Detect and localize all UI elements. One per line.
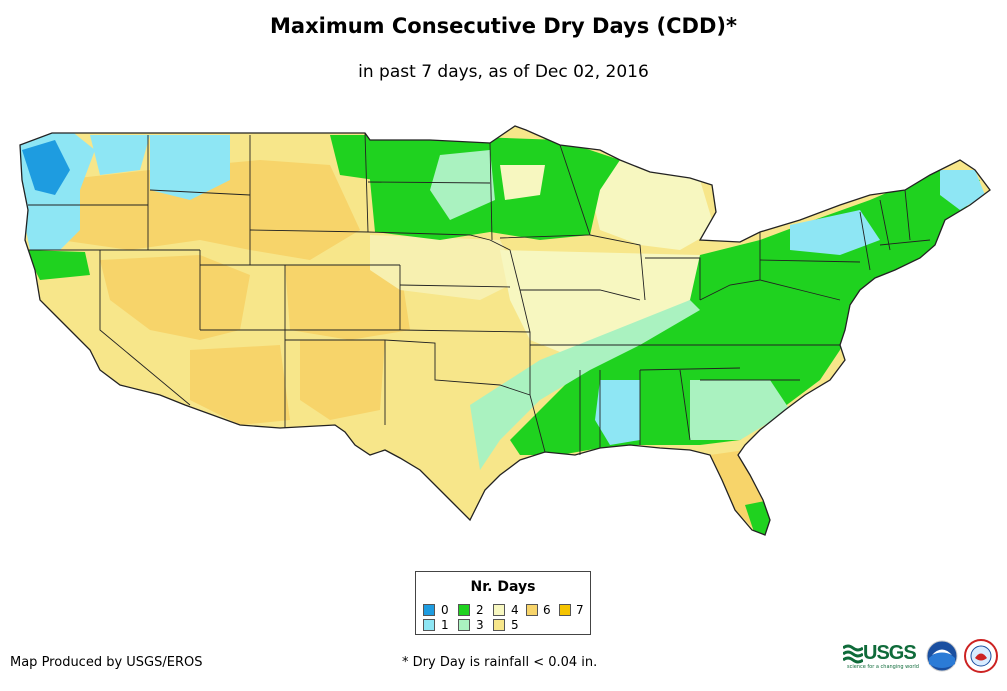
legend-swatch-5 <box>493 619 505 631</box>
region-1-day-maine <box>940 170 985 210</box>
legend-swatch-1 <box>423 619 435 631</box>
usgs-wave-icon <box>843 644 863 664</box>
region-1-day-alabama <box>595 380 640 445</box>
legend-title: Nr. Days <box>470 579 536 595</box>
region-0-days-pacific-nw <box>22 140 70 195</box>
legend-label-3: 3 <box>476 618 484 632</box>
state-boundaries <box>19 125 991 536</box>
dry-days-regions <box>20 126 990 535</box>
region-5-days-california <box>40 285 140 388</box>
usgs-wordmark: USGS <box>863 642 917 664</box>
national-weather-service-logo-icon <box>964 639 998 673</box>
region-6-days-great-basin <box>100 255 250 340</box>
region-3-days-georgia-coast <box>690 380 790 440</box>
legend-swatch-3 <box>458 619 470 631</box>
region-6-days-new-mexico <box>300 340 385 420</box>
legend-label-0: 0 <box>441 603 449 617</box>
legend: Nr. Days 0 2 4 6 7 1 3 5 <box>415 571 591 635</box>
region-1-day-new-york <box>790 210 880 255</box>
region-3-days-diagonal-band <box>470 300 700 470</box>
map-subtitle: in past 7 days, as of Dec 02, 2016 <box>358 62 649 82</box>
region-2-days-south-florida <box>745 500 772 535</box>
legend-label-4: 4 <box>511 603 519 617</box>
region-4-days-minnesota <box>500 165 545 200</box>
region-6-days-arizona <box>190 345 290 425</box>
region-2-days-montana-east <box>330 135 375 180</box>
legend-label-6: 6 <box>543 603 551 617</box>
region-1-day-north-washington <box>90 135 150 175</box>
map-title: Maximum Consecutive Dry Days (CDD)* <box>270 14 737 38</box>
legend-label-2: 2 <box>476 603 484 617</box>
legend-label-1: 1 <box>441 618 449 632</box>
dry-day-footnote: * Dry Day is rainfall < 0.04 in. <box>402 655 598 670</box>
region-6-days-colorado <box>285 265 410 340</box>
usgs-logo: USGS science for a changing world <box>843 640 923 672</box>
legend-swatch-6 <box>526 604 538 616</box>
region-4-days-michigan <box>590 160 715 250</box>
region-2-days-north-california <box>25 250 90 280</box>
region-3-days-north-dakota <box>430 150 495 220</box>
legend-swatch-0 <box>423 604 435 616</box>
legend-label-7: 7 <box>576 603 584 617</box>
noaa-logo-icon <box>926 640 958 672</box>
legend-label-5: 5 <box>511 618 519 632</box>
legend-swatch-4 <box>493 604 505 616</box>
region-1-day-idaho <box>150 135 230 200</box>
region-4-days-plains <box>370 235 520 300</box>
region-6-days-northwest <box>60 160 360 260</box>
legend-swatch-2 <box>458 604 470 616</box>
map-producer-credit: Map Produced by USGS/EROS <box>10 655 203 670</box>
legend-swatch-7 <box>559 604 571 616</box>
usgs-tagline: science for a changing world <box>847 664 919 670</box>
region-4-days-midwest <box>500 250 700 360</box>
